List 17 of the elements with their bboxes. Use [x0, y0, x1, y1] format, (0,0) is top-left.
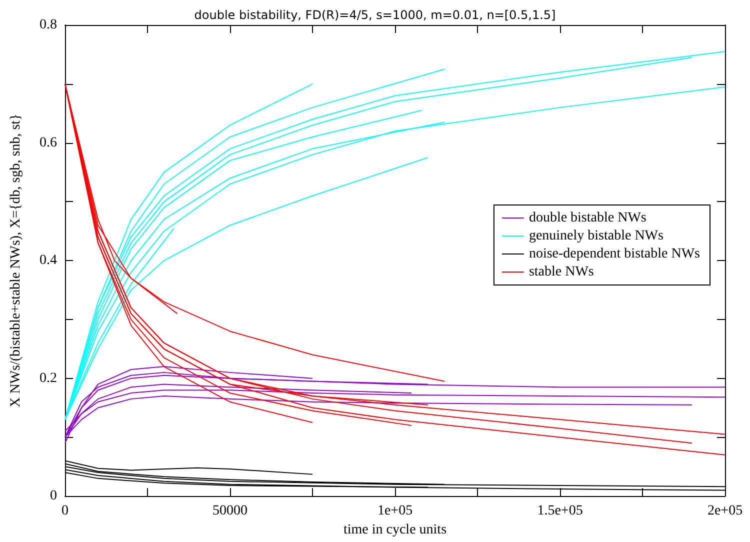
legend-label: stable NWs	[528, 264, 594, 280]
x-tick-label: 2e+05	[707, 504, 743, 519]
legend-label: double bistable NWs	[528, 210, 646, 226]
x-axis-title: time in cycle units	[343, 522, 447, 538]
x-tick-label: 1e+05	[377, 504, 413, 519]
legend-label: noise-dependent bistable NWs	[528, 246, 700, 262]
x-tick-label: 1.5e+05	[537, 504, 583, 519]
y-tick-label: 0.8	[40, 18, 57, 32]
chart-title: double bistability, FD(R)=4/5, s=1000, m=0.01, n=[0.5,1.5]	[194, 8, 556, 22]
y-tick-label: 0.4	[40, 253, 57, 268]
x-tick-label: 0	[62, 504, 68, 519]
x-tick-label: 50000	[212, 504, 248, 519]
y-tick-label: 0	[50, 488, 57, 504]
y-axis-title: X NWs/(bistable+stable NWs), X={db, sgb, snb, st}	[8, 114, 24, 408]
legend-label: genuinely bistable NWs	[528, 228, 664, 244]
y-tick-label: 0.2	[40, 370, 57, 386]
y-tick-label: 0.6	[40, 135, 57, 150]
